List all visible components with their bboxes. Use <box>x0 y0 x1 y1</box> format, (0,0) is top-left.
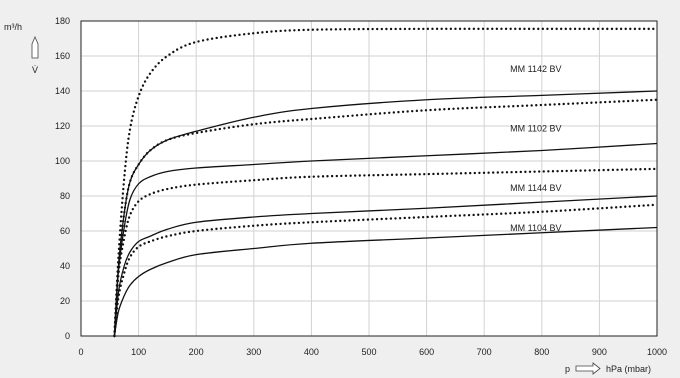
curve-label: MM 1102 BV <box>510 123 561 133</box>
x-tick-label: 400 <box>304 347 319 357</box>
y-tick-label: 20 <box>60 296 70 306</box>
y-axis-unit: m³/h <box>4 22 22 32</box>
x-axis-arrow-icon <box>575 362 601 375</box>
y-tick-label: 100 <box>55 156 70 166</box>
y-tick-label: 0 <box>65 331 70 341</box>
y-tick-label: 160 <box>55 51 70 61</box>
x-axis-label: hPa (mbar) <box>606 364 651 374</box>
y-tick-label: 60 <box>60 226 70 236</box>
series-line-7 <box>113 203 659 338</box>
annotations: MM 1142 BV MM 1102 BV MM 1144 BV MM 1104 BV <box>510 64 561 233</box>
series-line-2 <box>113 90 658 337</box>
curve-label: MM 1144 BV <box>510 183 561 193</box>
series-line-8 <box>113 226 658 337</box>
series-line-5 <box>113 167 659 338</box>
curve-label: MM 1142 BV <box>510 64 561 74</box>
series-group <box>113 27 659 338</box>
x-tick-label: 0 <box>78 347 83 357</box>
y-axis-arrow-icon <box>31 35 39 59</box>
tick-labels: 0 100 200 300 400 500 600 700 800 900 1000 0 20 40 60 8… <box>55 16 667 357</box>
x-tick-label: 100 <box>131 347 146 357</box>
y-tick-label: 180 <box>55 16 70 26</box>
series-line-6 <box>113 195 658 337</box>
y-tick-label: 80 <box>60 191 70 201</box>
x-tick-label: 200 <box>189 347 204 357</box>
series-line-4 <box>113 142 658 337</box>
x-tick-label: 300 <box>246 347 261 357</box>
y-tick-label: 40 <box>60 261 70 271</box>
y-tick-label: 120 <box>55 121 70 131</box>
x-tick-label: 900 <box>592 347 607 357</box>
grid <box>80 20 658 337</box>
y-tick-label: 140 <box>55 86 70 96</box>
x-tick-label: 700 <box>477 347 492 357</box>
plot-frame <box>80 20 658 337</box>
x-tick-label: 1000 <box>647 347 667 357</box>
x-tick-label: 800 <box>534 347 549 357</box>
series-line-1 <box>113 27 659 338</box>
y-axis-symbol: V̇ <box>32 65 38 75</box>
x-tick-label: 500 <box>361 347 376 357</box>
x-axis-symbol: p <box>565 364 570 374</box>
x-tick-label: 600 <box>419 347 434 357</box>
curve-label: MM 1104 BV <box>510 223 561 233</box>
